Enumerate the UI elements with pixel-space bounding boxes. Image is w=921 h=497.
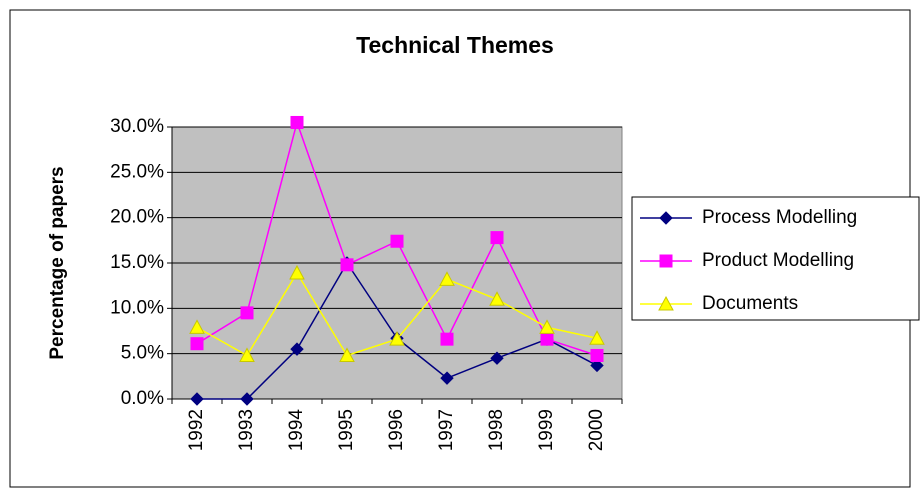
data-point: [189, 319, 205, 334]
x-tick-label: 1993: [236, 409, 257, 451]
legend-marker: [659, 254, 673, 268]
data-point: [440, 332, 454, 346]
y-tick-label: 20.0%: [110, 207, 164, 228]
y-tick-label: 25.0%: [110, 161, 164, 182]
data-point: [490, 351, 504, 365]
data-point: [290, 342, 304, 356]
data-point: [290, 115, 304, 129]
data-point: [240, 306, 254, 320]
data-point: [590, 348, 604, 362]
data-point: [339, 347, 355, 362]
x-tick-label: 1992: [186, 409, 207, 451]
data-point: [340, 258, 354, 272]
x-tick-label: 1999: [536, 409, 557, 451]
data-point: [390, 234, 404, 248]
y-tick-label: 10.0%: [110, 297, 164, 318]
data-point: [590, 358, 604, 373]
data-point: [489, 291, 505, 306]
data-point: [539, 319, 555, 334]
legend-label: Product Modelling: [702, 250, 854, 271]
chart-title: Technical Themes: [356, 32, 554, 58]
x-tick-label: 1994: [286, 409, 307, 452]
x-tick-label: 2000: [586, 409, 607, 451]
data-point: [240, 392, 254, 406]
legend-label: Documents: [702, 293, 798, 314]
data-point: [440, 371, 454, 385]
y-tick-label: 15.0%: [110, 252, 164, 273]
y-tick-label: 5.0%: [121, 343, 164, 364]
y-tick-label: 30.0%: [110, 116, 164, 137]
x-tick-label: 1995: [336, 409, 357, 451]
legend-marker: [658, 295, 674, 311]
legend-marker: [659, 211, 673, 225]
data-point: [190, 392, 204, 406]
x-tick-label: 1996: [386, 409, 407, 451]
data-point: [589, 330, 605, 345]
y-tick-label: 0.0%: [121, 388, 164, 409]
data-point: [439, 271, 455, 286]
x-tick-label: 1998: [486, 409, 507, 451]
data-point: [540, 332, 554, 346]
data-point: [190, 337, 204, 351]
data-point: [490, 231, 504, 245]
y-axis-label: Percentage of papers: [47, 166, 68, 359]
legend-label: Process Modelling: [702, 207, 857, 228]
x-tick-label: 1997: [436, 409, 457, 451]
data-point: [289, 264, 305, 280]
data-point: [239, 347, 255, 362]
data-point: [389, 331, 405, 346]
